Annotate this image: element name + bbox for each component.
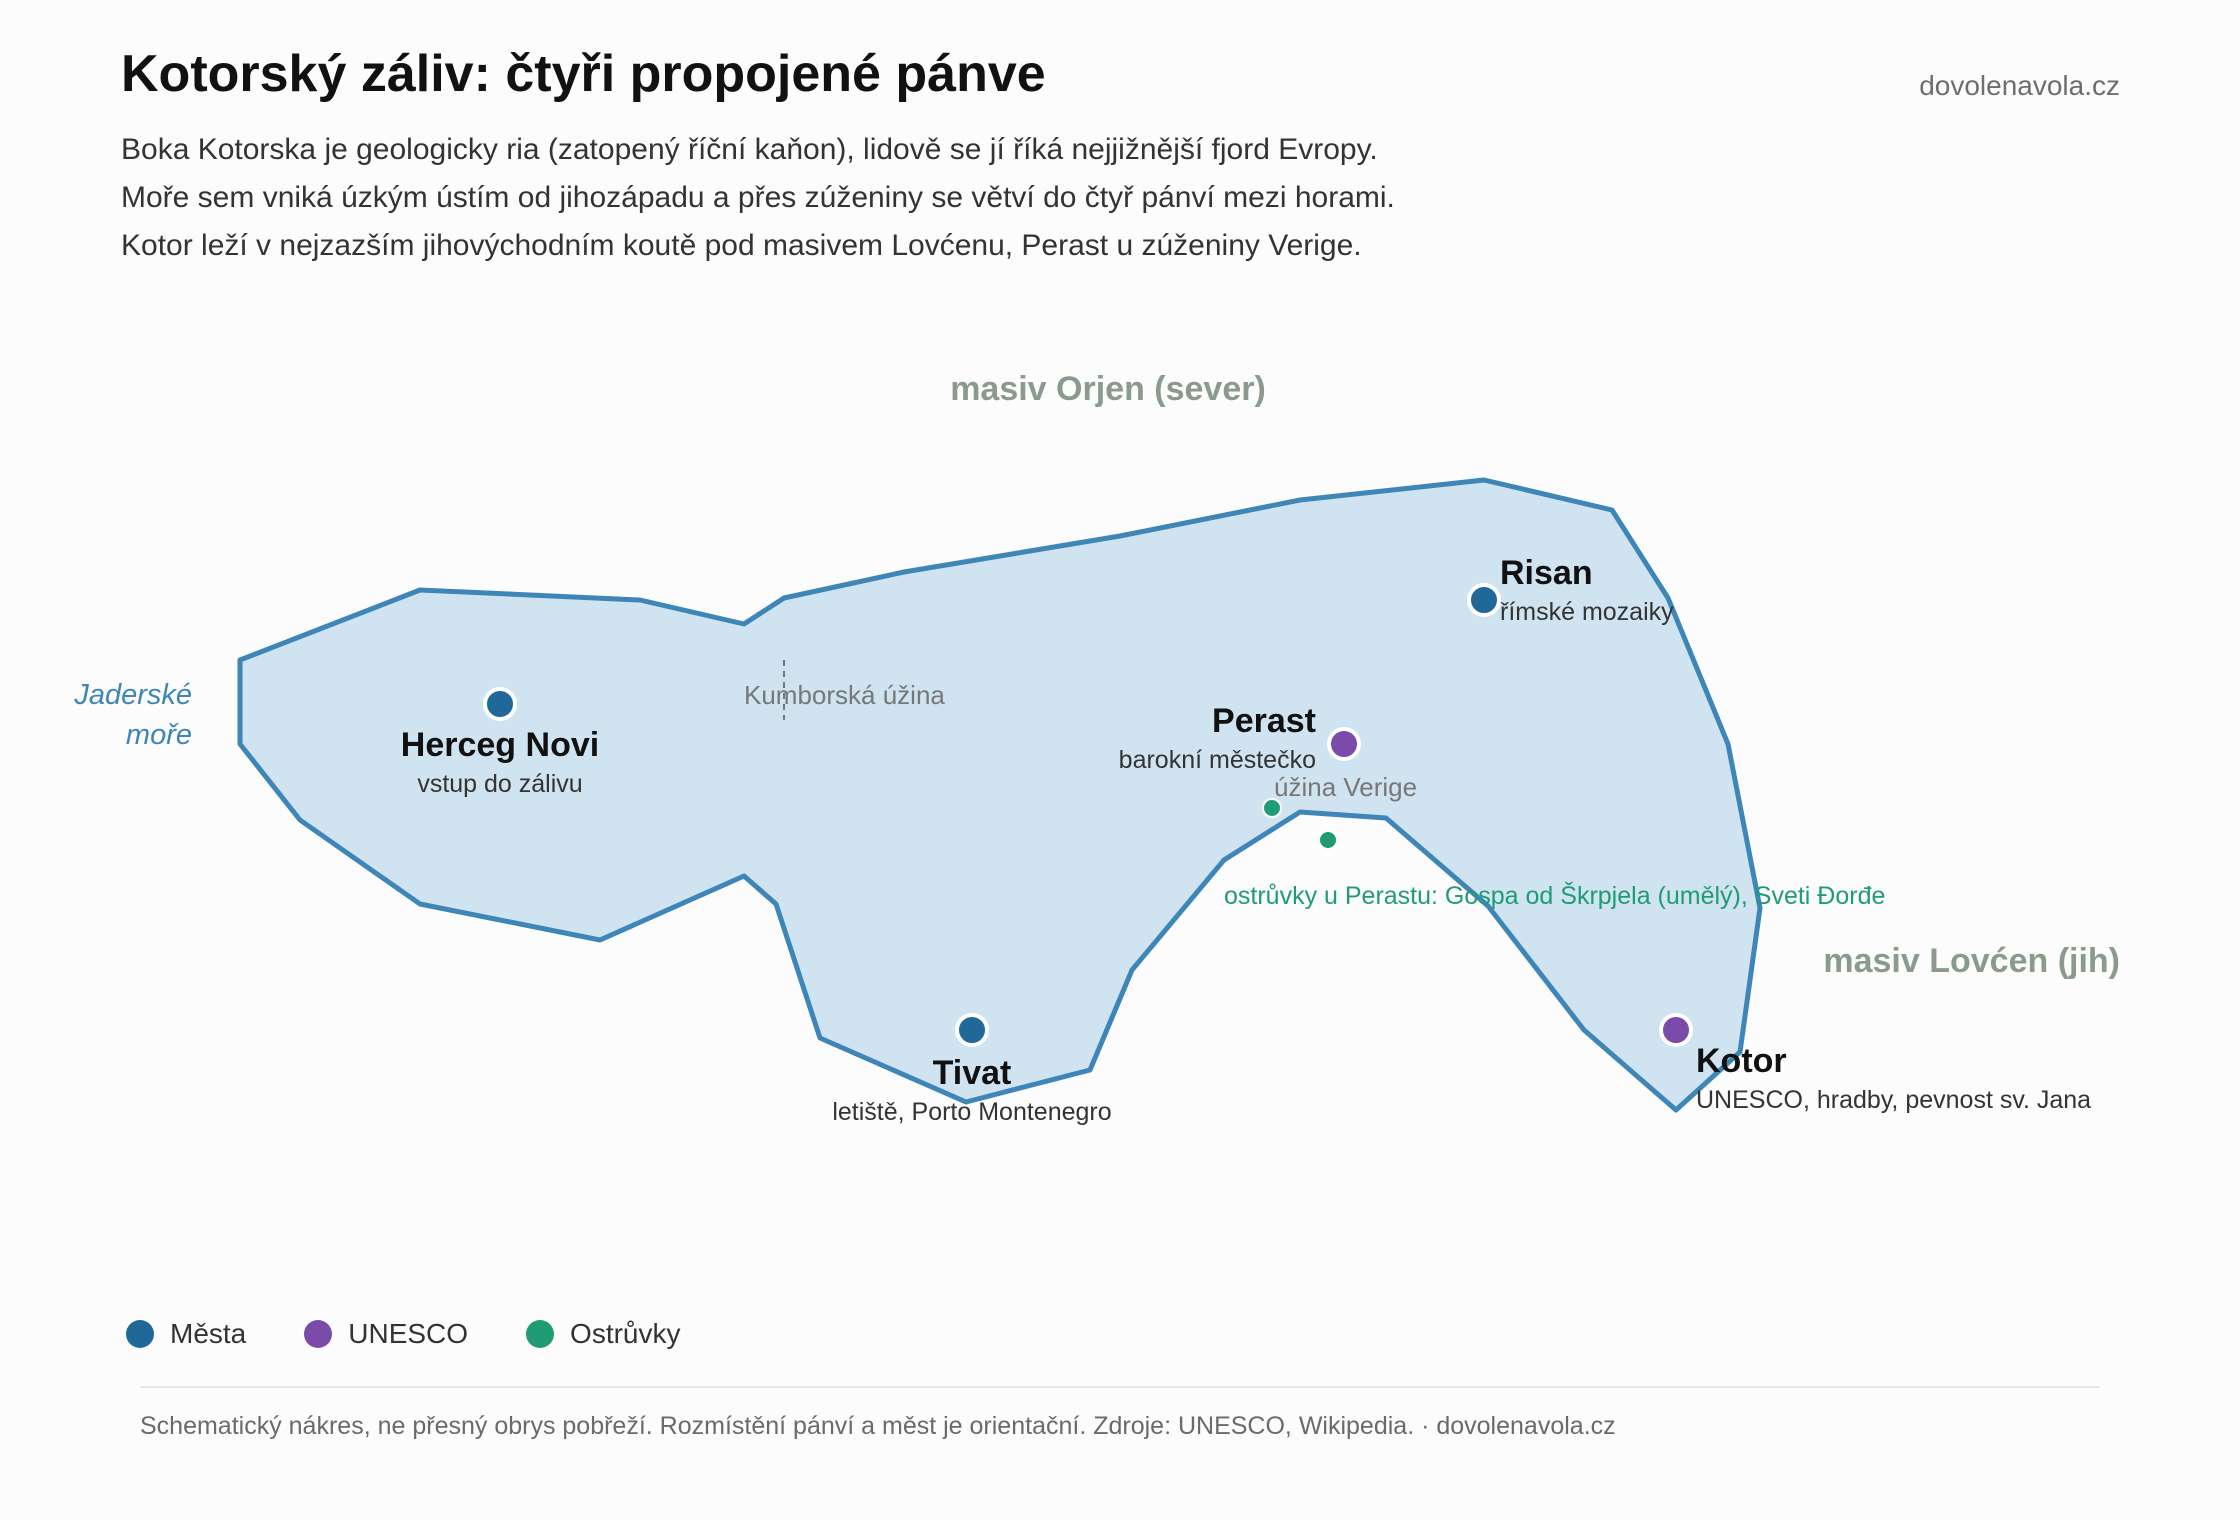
legend-dot-islet [526, 1320, 555, 1348]
islets-label: ostrůvky u Perastu: Gospa od Škrpjela (u… [1224, 881, 1885, 910]
place-marker-herceg-novi[interactable] [483, 687, 517, 721]
strait-label-verige: úžina Verige [1274, 772, 1417, 802]
place-name-herceg-novi: Herceg Novi [401, 726, 599, 764]
legend-item-unesco[interactable]: UNESCO [304, 1318, 468, 1350]
legend: Města UNESCO Ostrůvky [126, 1318, 739, 1350]
mountain-label-north: masiv Orjen (sever) [950, 370, 1266, 408]
place-name-kotor: Kotor [1696, 1042, 1787, 1080]
place-name-perast: Perast [1212, 702, 1316, 740]
legend-item-cities[interactable]: Města [126, 1318, 246, 1350]
legend-label: UNESCO [348, 1318, 469, 1349]
place-note-risan: římské mozaiky [1500, 598, 1674, 626]
place-marker-kotor[interactable] [1659, 1013, 1693, 1047]
subtitle-line: Moře sem vniká úzkým ústím od jihozápadu… [121, 181, 1395, 214]
place-note-herceg-novi: vstup do zálivu [417, 770, 582, 798]
sea-label: moře [126, 719, 192, 751]
bay-water [237, 477, 1763, 1113]
place-name-risan: Risan [1500, 554, 1593, 592]
islet-marker[interactable] [1262, 798, 1282, 818]
brand-name[interactable]: dovolenavola.cz [1919, 70, 2120, 101]
subtitle-line: Kotor leží v nejzazším jihovýchodním kou… [121, 229, 1362, 262]
legend-dot-city [126, 1320, 154, 1348]
place-marker-perast[interactable] [1327, 727, 1361, 761]
sea-label: Jaderské [73, 679, 192, 711]
place-marker-tivat[interactable] [955, 1013, 989, 1047]
place-name-tivat: Tivat [933, 1054, 1012, 1092]
legend-label: Ostrůvky [570, 1318, 681, 1349]
subtitle: Boka Kotorska je geologicky ria (zatopen… [121, 126, 1395, 270]
mountain-label-south: masiv Lovćen (jih) [1823, 942, 2120, 980]
place-note-tivat: letiště, Porto Montenegro [832, 1098, 1111, 1126]
strait-label-kumbor: Kumborská úžina [744, 680, 945, 710]
islet-marker[interactable] [1318, 830, 1338, 850]
legend-dot-unesco [304, 1320, 333, 1348]
footer-divider [140, 1386, 2100, 1388]
page-title: Kotorský záliv: čtyři propojené pánve [121, 45, 1046, 103]
place-note-kotor: UNESCO, hradby, pevnost sv. Jana [1696, 1086, 2091, 1114]
legend-label: Města [170, 1318, 247, 1349]
legend-item-islets[interactable]: Ostrůvky [526, 1318, 681, 1350]
footer-note: Schematický nákres, ne přesný obrys pobř… [140, 1412, 1616, 1440]
subtitle-line: Boka Kotorska je geologicky ria (zatopen… [121, 133, 1378, 166]
place-note-perast: barokní městečko [1119, 746, 1316, 774]
place-marker-risan[interactable] [1467, 583, 1501, 617]
